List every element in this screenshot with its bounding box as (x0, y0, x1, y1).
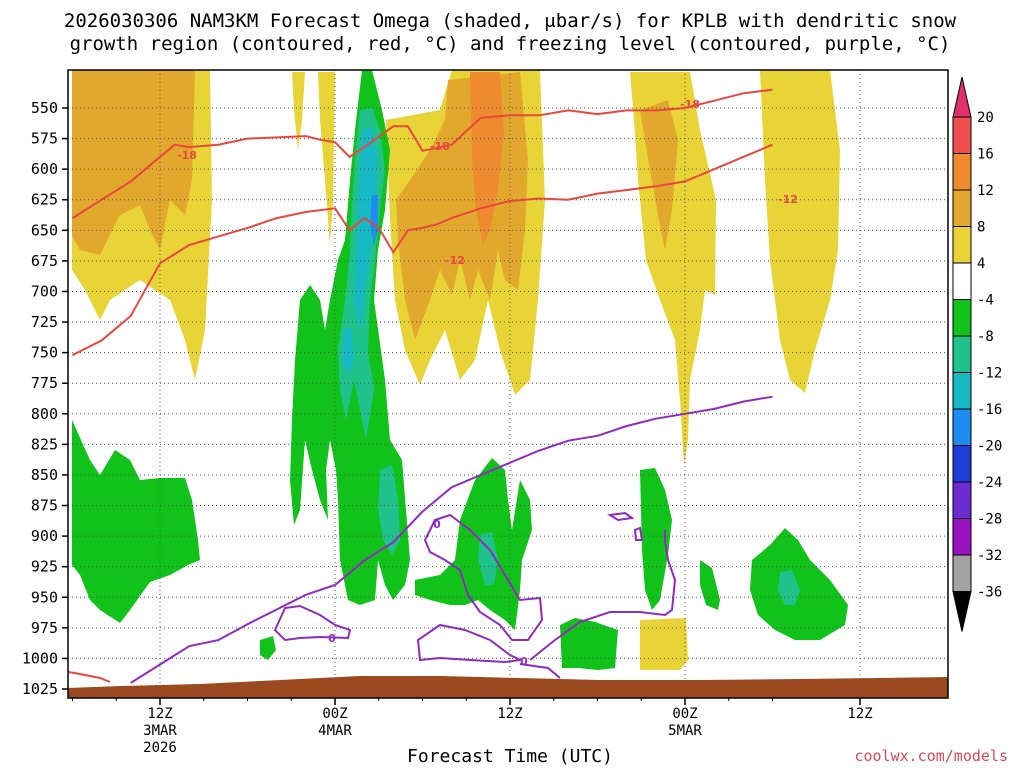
y-tick-label: 650 (31, 221, 58, 239)
colorbar-label: 12 (977, 183, 994, 199)
x-tick-label: 00Z (672, 706, 697, 722)
y-tick-label: 850 (31, 466, 58, 484)
colorbar-swatch (952, 299, 972, 337)
colorbar-swatch (952, 518, 972, 556)
x-tick-label: 2026 (143, 740, 177, 756)
x-tick-label: 12Z (847, 706, 872, 722)
label-minus18-c: -18 (680, 98, 700, 111)
credit-text: coolwx.com/models (854, 747, 1008, 765)
x-tick-label: 4MAR (318, 723, 352, 739)
label-minus18-a: -18 (177, 149, 197, 162)
y-tick-label: 950 (31, 588, 58, 606)
chart-title-line1: 2026030306 NAM3KM Forecast Omega (shaded… (64, 10, 957, 32)
colorbar-swatch (952, 408, 972, 446)
colorbar-label: 4 (977, 256, 985, 272)
y-tick-label: 800 (31, 405, 58, 423)
colorbar-swatch (952, 116, 972, 154)
y-axis-ticks: 550 575 600 625 650 675 700 725 750 775 800 825 850 8… (22, 99, 68, 698)
y-tick-label: 700 (31, 282, 58, 300)
colorbar-label: 8 (977, 220, 985, 236)
colorbar-bottom-arrow (952, 591, 972, 632)
colorbar-label: -16 (977, 402, 1002, 418)
isotherm-minus18-line (71, 88, 773, 219)
colorbar-swatch (952, 262, 972, 300)
x-tick-label: 00Z (322, 706, 347, 722)
colorbar-label: -8 (977, 329, 994, 345)
y-tick-label: 575 (31, 130, 58, 148)
colorbar-swatch (952, 445, 972, 483)
colorbar-label: -4 (977, 293, 994, 309)
x-tick-label: 12Z (147, 706, 172, 722)
y-tick-label: 550 (31, 99, 58, 117)
y-tick-label: 625 (31, 191, 58, 209)
colorbar-swatch (952, 481, 972, 519)
y-tick-label: 750 (31, 344, 58, 362)
y-tick-label: 1025 (22, 680, 58, 698)
omega-sinking-4 (72, 70, 840, 670)
contour-labels: -18 -18 -18 -12 -12 0 0 0 (177, 98, 798, 668)
x-axis-label: Forecast Time (UTC) (407, 746, 613, 767)
label-zero-c: 0 (520, 655, 528, 668)
colorbar: 20 16 12 8 4 -4 -8 -12 -16 -20 -24 -28 -32 -36 (952, 76, 1002, 632)
y-tick-label: 725 (31, 313, 58, 331)
y-tick-label: 775 (31, 374, 58, 392)
colorbar-top-arrow (952, 76, 972, 118)
omega-rising-12 (342, 128, 378, 375)
isotherm-minus12-line (72, 143, 773, 356)
label-minus12-b: -12 (778, 193, 798, 206)
colorbar-label: 16 (977, 147, 994, 163)
y-tick-label: 825 (31, 435, 58, 453)
colorbar-label: -12 (977, 366, 1002, 382)
colorbar-label: -32 (977, 548, 1002, 564)
y-tick-label: 875 (31, 497, 58, 515)
plot-frame (67, 69, 949, 699)
omega-rising-16 (370, 195, 378, 245)
freezing-level-loops (273, 511, 677, 679)
colorbar-label: -20 (977, 439, 1002, 455)
y-tick-label: 1000 (22, 649, 58, 667)
y-tick-label: 675 (31, 252, 58, 270)
colorbar-swatch (952, 554, 972, 592)
label-zero-b: 0 (328, 632, 336, 645)
plot-area: -18 -18 -18 -12 -12 0 0 0 (68, 70, 948, 698)
colorbar-swatch (952, 335, 972, 373)
colorbar-label: -36 (977, 585, 1002, 601)
colorbar-swatch (952, 189, 972, 227)
y-tick-label: 925 (31, 558, 58, 576)
label-zero-a: 0 (433, 518, 441, 531)
colorbar-label: 20 (977, 110, 994, 126)
x-tick-label: 5MAR (668, 723, 702, 739)
freezing-level-line (130, 395, 773, 684)
isotherm-surface-fragment (68, 671, 111, 683)
x-tick-label: 12Z (497, 706, 522, 722)
colorbar-swatch (952, 153, 972, 191)
label-minus12-a: -12 (445, 254, 465, 267)
y-tick-label: 900 (31, 527, 58, 545)
omega-sinking-12 (470, 72, 504, 245)
colorbar-label: -28 (977, 512, 1002, 528)
chart-title-line2: growth region (contoured, red, °C) and f… (70, 33, 951, 55)
y-tick-label: 600 (31, 160, 58, 178)
colorbar-swatch (952, 372, 972, 410)
colorbar-swatch (952, 226, 972, 264)
terrain-ground (68, 676, 948, 698)
label-minus18-b: -18 (430, 140, 450, 153)
x-tick-label: 3MAR (143, 723, 177, 739)
colorbar-label: -24 (977, 475, 1002, 491)
y-tick-label: 975 (31, 619, 58, 637)
